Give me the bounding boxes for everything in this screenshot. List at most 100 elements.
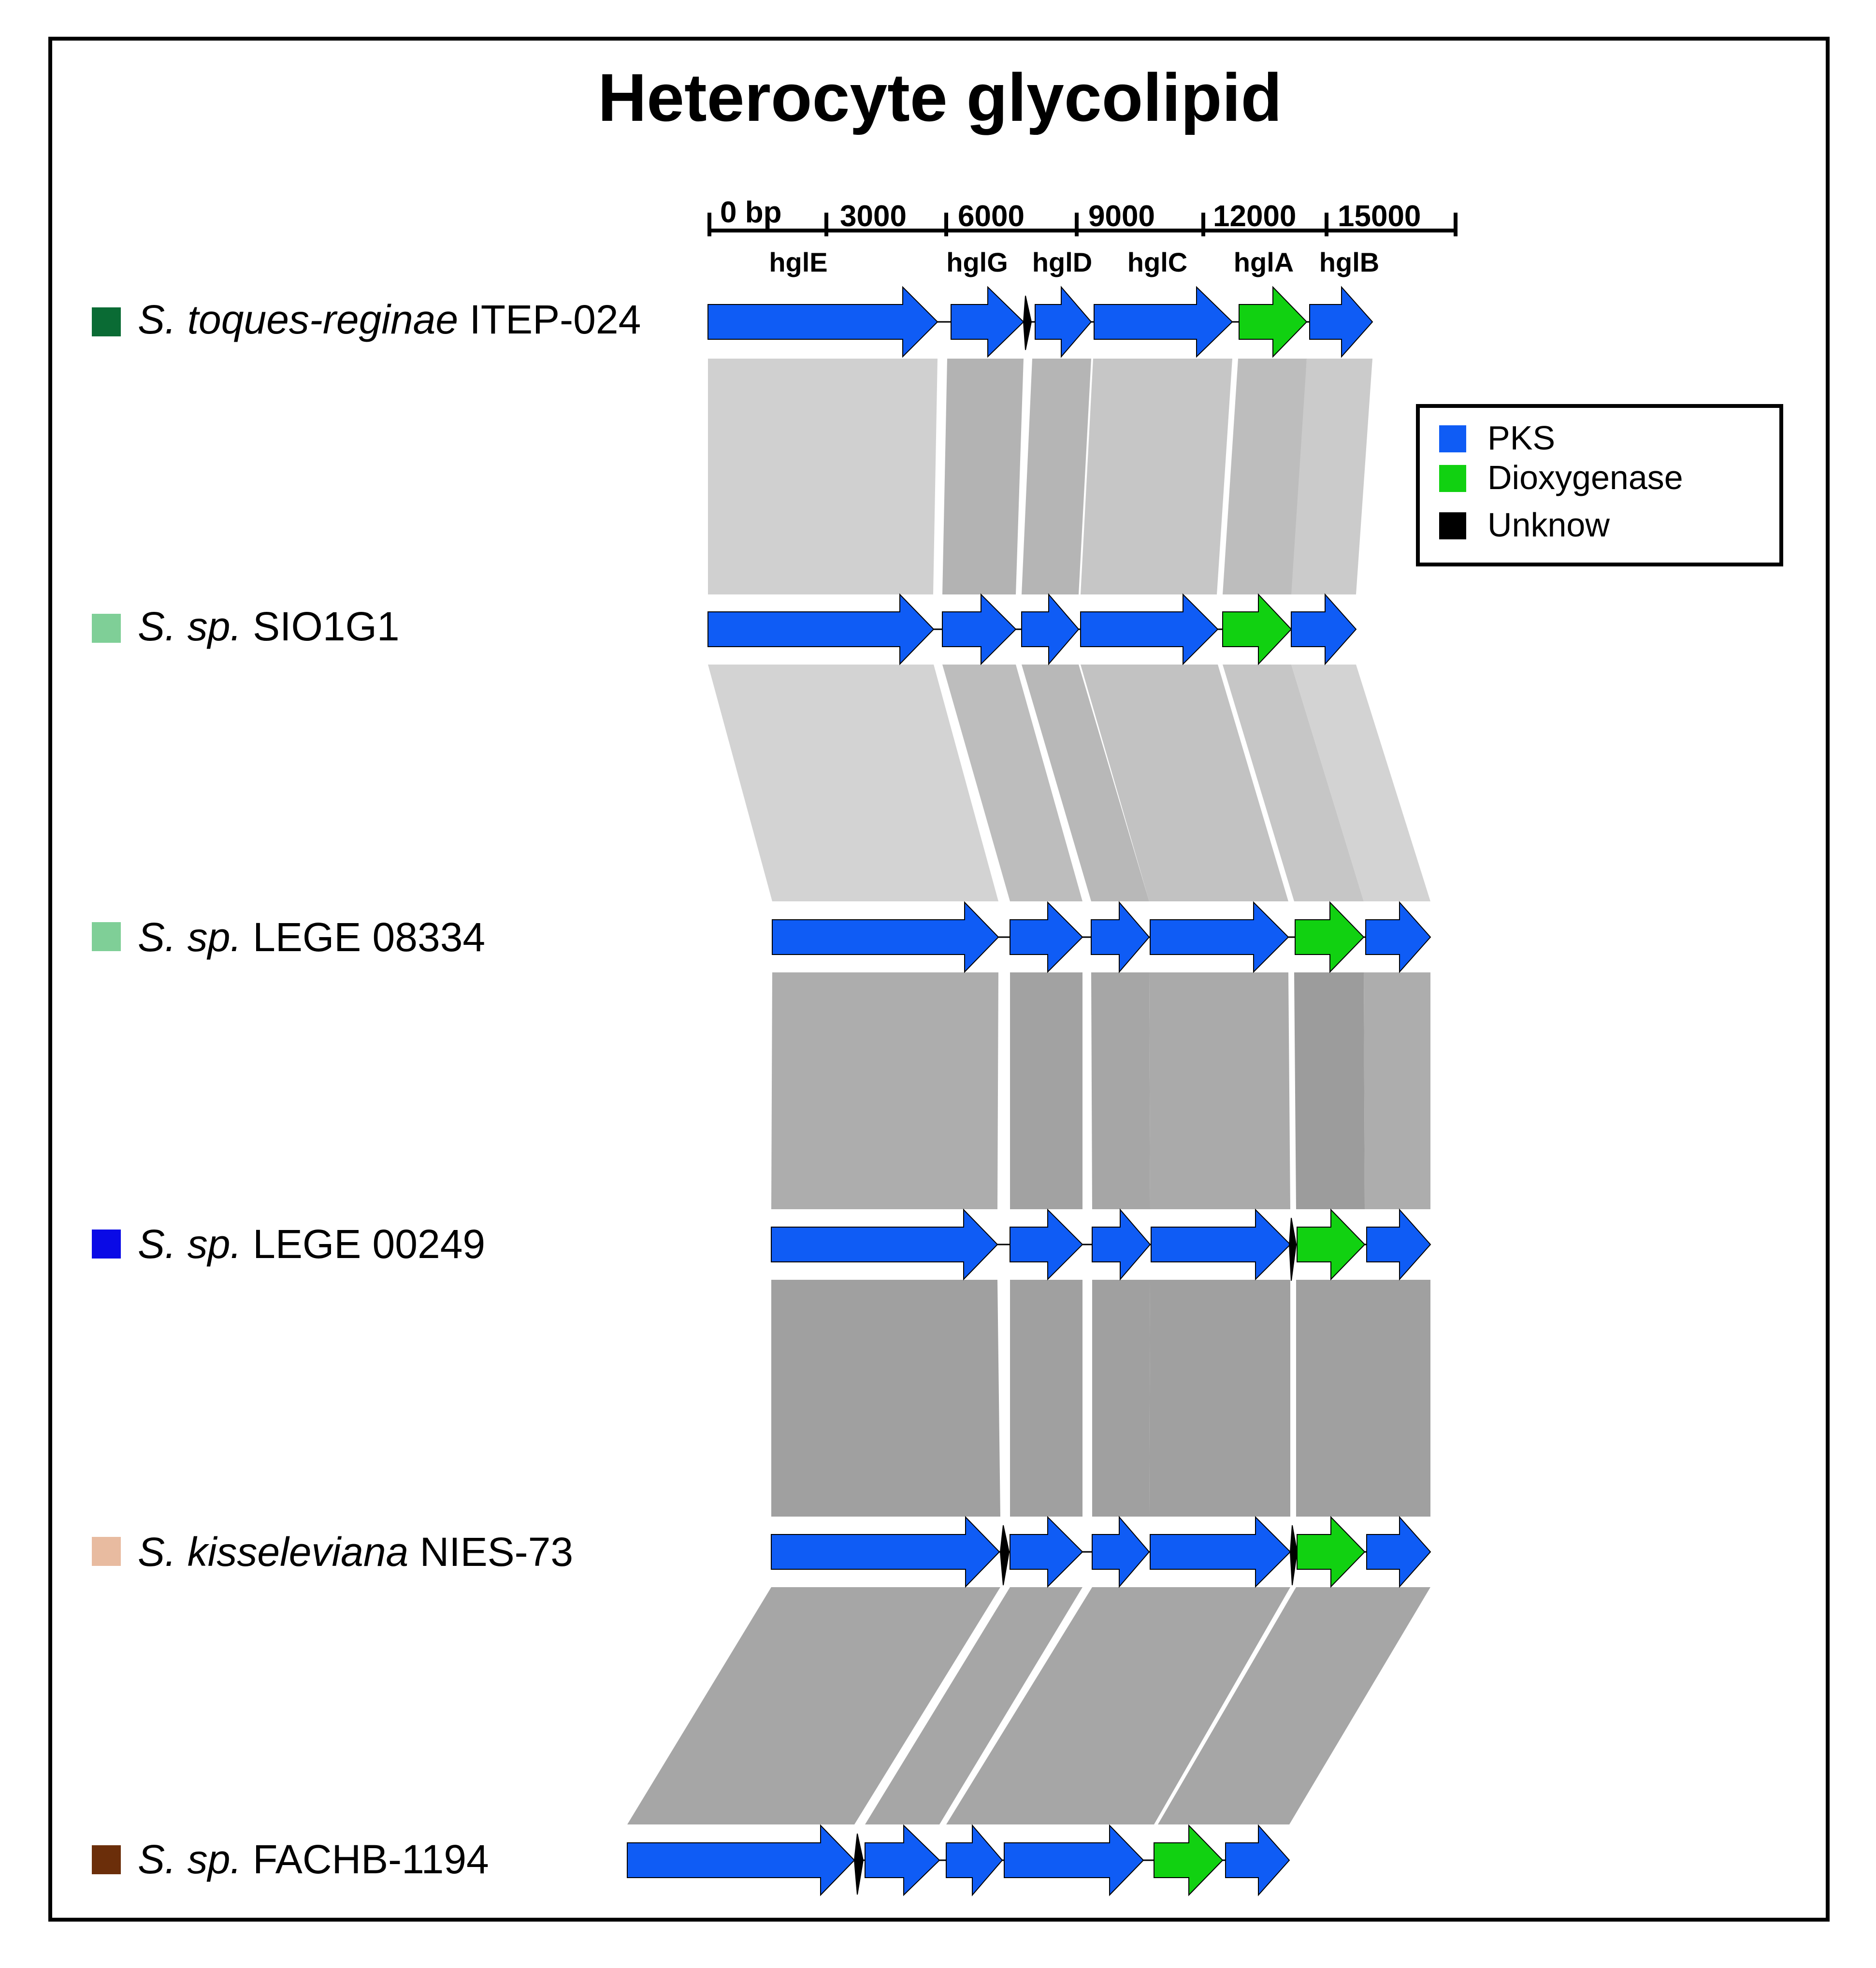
gene-track-1 xyxy=(707,286,1373,358)
homology-block xyxy=(1022,665,1149,901)
similarity-band-2 xyxy=(708,665,1430,901)
homology-block xyxy=(1010,1280,1082,1517)
homology-block xyxy=(708,359,938,594)
scale-tick-label: 12000 xyxy=(1213,200,1296,233)
scale-tick-label: 6000 xyxy=(958,200,1025,233)
scale-bar: 0 bp 3000 6000 9000 12000 15000 xyxy=(707,196,1458,236)
homology-block xyxy=(1149,1280,1290,1517)
gene-arrow-hglG xyxy=(865,1824,940,1896)
diagram-title: Heterocyte glycolipid xyxy=(598,59,1282,135)
organism-species: S. sp. xyxy=(138,604,242,649)
homology-block xyxy=(1294,972,1365,1209)
similarity-band-3 xyxy=(771,972,1430,1209)
gene-arrow-hglE xyxy=(707,286,938,358)
gene-arrow-hglA xyxy=(1297,1208,1366,1281)
homology-block xyxy=(1364,972,1430,1209)
organism-color-swatch xyxy=(92,922,121,951)
gene-arrow-hglG xyxy=(1010,1516,1083,1588)
gene-arrow-hglE xyxy=(772,901,999,973)
legend-swatch-dioxygenase xyxy=(1439,465,1466,492)
homology-block xyxy=(865,1587,1082,1824)
homology-block xyxy=(708,665,998,901)
scale-tick-label: 0 bp xyxy=(720,196,781,229)
gene-arrow-unknown xyxy=(1288,1217,1297,1281)
gene-label-hglC: hglC xyxy=(1127,247,1187,277)
organism-color-swatch xyxy=(92,614,121,643)
homology-block xyxy=(942,665,1082,901)
homology-block xyxy=(1022,359,1091,594)
homology-block xyxy=(942,359,1024,594)
homology-block xyxy=(771,1280,1000,1517)
legend-label-unknow: Unknow xyxy=(1487,506,1610,544)
gene-label-hglE: hglE xyxy=(769,247,827,277)
gene-arrow-hglE xyxy=(771,1208,998,1281)
scale-tick-label: 9000 xyxy=(1088,200,1155,233)
gene-arrow-hglB xyxy=(1366,1516,1431,1588)
homology-block xyxy=(1081,359,1232,594)
gene-arrow-hglB xyxy=(1309,286,1373,358)
homology-block xyxy=(1149,972,1290,1209)
homology-block xyxy=(1158,1587,1430,1824)
organism-label: S. sp. FACHB-1194 xyxy=(138,1837,489,1882)
gene-tracks xyxy=(627,286,1431,1896)
gene-track-4 xyxy=(771,1208,1431,1281)
gene-arrow-unknown xyxy=(999,1525,1010,1586)
homology-block xyxy=(1081,665,1288,901)
gene-arrow-hglC xyxy=(1004,1824,1144,1896)
organism-strain: LEGE 08334 xyxy=(253,914,485,960)
gene-arrow-unknown xyxy=(1289,1525,1298,1586)
homology-block xyxy=(1223,359,1307,594)
organism-color-swatch xyxy=(92,307,121,336)
gene-arrow-hglD xyxy=(1092,1208,1151,1281)
scale-tick-label: 15000 xyxy=(1338,200,1421,233)
homology-block xyxy=(627,1587,1000,1824)
organism-strain: SIO1G1 xyxy=(253,604,399,649)
gene-label-hglG: hglG xyxy=(946,247,1008,277)
gene-arrow-hglA xyxy=(1239,286,1308,358)
gene-arrow-hglE xyxy=(627,1824,855,1896)
organism-strain: NIES-73 xyxy=(420,1529,573,1575)
similarity-bands xyxy=(627,359,1430,1824)
organism-label: S. kisseleviana NIES-73 xyxy=(138,1529,573,1575)
organism-species: S. toques-reginae xyxy=(138,297,458,342)
gene-arrow-unknown xyxy=(1023,295,1032,350)
legend-swatch-unknow xyxy=(1439,512,1466,539)
gene-arrow-hglB xyxy=(1365,901,1431,973)
organism-labels: S. toques-reginae ITEP-024 S. sp. SIO1G1… xyxy=(92,297,641,1882)
gene-labels: hglE hglG hglD hglC hglA hglB xyxy=(769,247,1379,277)
gene-arrow-hglA xyxy=(1295,901,1365,973)
organism-color-swatch xyxy=(92,1537,121,1566)
gene-arrow-hglB xyxy=(1225,1824,1290,1896)
homology-block xyxy=(1010,972,1082,1209)
gene-arrow-hglA xyxy=(1154,1824,1224,1896)
gene-track-5 xyxy=(771,1516,1431,1588)
homology-block xyxy=(1092,1280,1150,1517)
gene-arrow-hglD xyxy=(1021,593,1080,666)
homology-block xyxy=(946,1587,1290,1824)
gene-arrow-hglG xyxy=(1010,901,1083,973)
organism-species: S. kisseleviana xyxy=(138,1529,408,1575)
legend-label-dioxygenase: Dioxygenase xyxy=(1487,459,1683,496)
gene-arrow-hglE xyxy=(771,1516,1000,1588)
organism-label: S. sp. SIO1G1 xyxy=(138,604,400,649)
homology-block xyxy=(1091,972,1150,1209)
legend-swatch-pks xyxy=(1439,425,1466,452)
organism-strain: FACHB-1194 xyxy=(253,1837,489,1882)
gene-arrow-hglD xyxy=(946,1824,1003,1896)
gene-arrow-hglC xyxy=(1150,901,1289,973)
homology-block xyxy=(771,972,998,1209)
gene-arrow-hglD xyxy=(1035,286,1092,358)
gene-label-hglB: hglB xyxy=(1319,247,1379,277)
homology-block xyxy=(1223,665,1364,901)
gene-arrow-hglD xyxy=(1092,1516,1150,1588)
gene-arrow-hglB xyxy=(1291,593,1357,666)
homology-block xyxy=(1296,1280,1430,1517)
homology-block xyxy=(1291,665,1430,901)
gene-arrow-hglC xyxy=(1150,1516,1291,1588)
organism-species: S. sp. xyxy=(138,1221,242,1267)
legend: PKS Dioxygenase Unknow xyxy=(1416,404,1783,566)
gene-label-hglA: hglA xyxy=(1234,247,1294,277)
similarity-band-4 xyxy=(771,1280,1430,1517)
gene-track-6 xyxy=(627,1824,1290,1896)
